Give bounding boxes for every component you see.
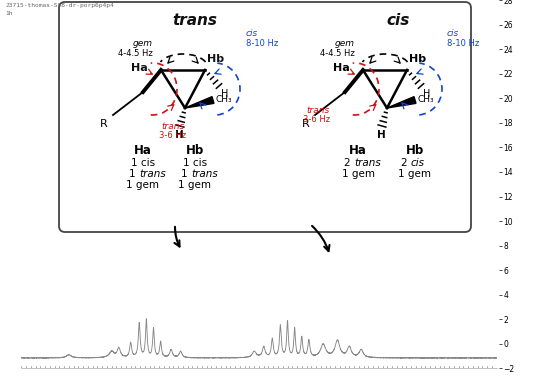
Text: CH₃: CH₃ [215,96,232,105]
Text: 3-6 Hz: 3-6 Hz [303,115,330,124]
Text: cis: cis [246,29,258,38]
Text: 23715-thomas-S08-dr-porp6p4p4: 23715-thomas-S08-dr-porp6p4p4 [5,3,114,8]
Text: H: H [175,130,183,140]
Text: H: H [376,130,386,140]
Text: Hb: Hb [207,54,224,64]
Text: Hb: Hb [406,144,424,157]
Text: 2: 2 [401,158,411,168]
Text: 8-10 Hz: 8-10 Hz [447,38,479,47]
Text: CH₃: CH₃ [417,96,434,105]
Text: 1 cis: 1 cis [183,158,207,168]
Text: 3-6 Hz: 3-6 Hz [160,131,186,140]
Text: trans: trans [139,169,166,179]
Text: cis: cis [447,29,459,38]
Text: 1 cis: 1 cis [131,158,155,168]
Text: H: H [423,89,430,99]
Text: R: R [302,119,310,129]
Text: 1 gem: 1 gem [342,169,374,179]
Text: Ha: Ha [333,63,350,73]
Text: 4-4.5 Hz: 4-4.5 Hz [118,49,153,58]
Text: trans: trans [354,158,381,168]
Text: 1 gem: 1 gem [127,180,160,190]
Text: 1h: 1h [5,11,12,16]
Text: trans: trans [172,13,217,28]
Polygon shape [185,97,214,108]
Text: Ha: Ha [134,144,152,157]
Text: 4-4.5 Hz: 4-4.5 Hz [320,49,355,58]
Text: cis: cis [411,158,425,168]
Text: R: R [100,119,108,129]
Text: 1: 1 [129,169,139,179]
Text: trans: trans [307,106,330,115]
Text: gem: gem [133,39,153,49]
Text: Hb: Hb [186,144,204,157]
Text: trans: trans [191,169,218,179]
Text: 1 gem: 1 gem [398,169,431,179]
FancyBboxPatch shape [59,2,471,232]
Text: 1: 1 [181,169,191,179]
Text: 1 gem: 1 gem [178,180,211,190]
Polygon shape [387,97,416,108]
Text: cis: cis [386,13,410,28]
Text: Hb: Hb [409,54,426,64]
Text: Ha: Ha [349,144,367,157]
Text: 2: 2 [344,158,354,168]
Text: 8-10 Hz: 8-10 Hz [246,38,278,47]
Text: trans: trans [161,122,185,131]
Text: gem: gem [335,39,355,49]
Text: H: H [221,89,229,99]
Text: Ha: Ha [131,63,148,73]
